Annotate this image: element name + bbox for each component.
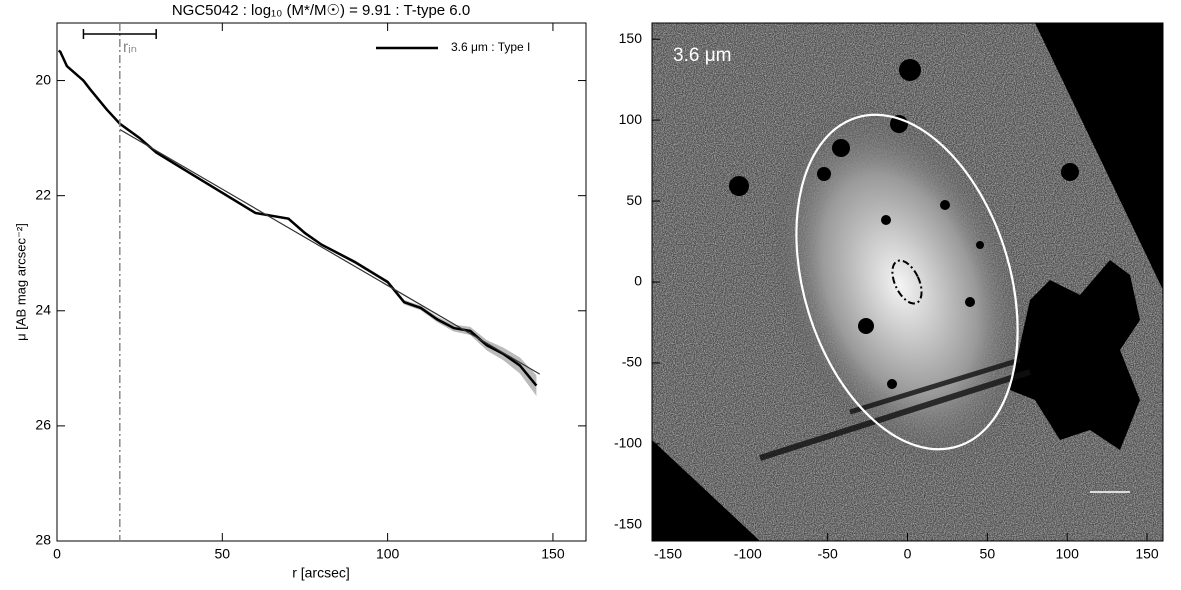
x-tick-label: -150 bbox=[654, 546, 682, 562]
x-tick-label: -100 bbox=[734, 546, 762, 562]
r-in-label: rᵢₙ bbox=[123, 39, 137, 56]
fit-line bbox=[119, 128, 541, 375]
legend-label: 3.6 μm : Type I bbox=[451, 40, 530, 54]
x-tick-label: 0 bbox=[904, 546, 912, 562]
image-label: 3.6 μm bbox=[673, 45, 731, 66]
x-tick-label: -50 bbox=[818, 546, 838, 562]
y-tick-label: 150 bbox=[619, 30, 643, 46]
x-tick-label: 150 bbox=[541, 546, 565, 562]
y-tick-label: 50 bbox=[626, 192, 642, 208]
x-tick-label: 100 bbox=[376, 546, 400, 562]
chart-title: NGC5042 : log₁₀ (M*/M☉) = 9.91 : T-type … bbox=[172, 2, 470, 19]
y-tick-label: 28 bbox=[35, 532, 51, 548]
x-tick-label: 150 bbox=[1135, 546, 1159, 562]
x-tick-label: 50 bbox=[980, 546, 996, 562]
y-tick-label: 20 bbox=[35, 71, 51, 87]
x-tick-label: 50 bbox=[215, 546, 231, 562]
y-tick-label: 100 bbox=[619, 111, 643, 127]
x-tick-label: 100 bbox=[1056, 546, 1080, 562]
y-axis-label: μ [AB mag arcsec⁻²] bbox=[13, 223, 28, 341]
y-tick-label: -50 bbox=[622, 354, 642, 370]
profile-line bbox=[57, 49, 538, 387]
plot-frame bbox=[56, 22, 587, 542]
y-tick-label: 22 bbox=[35, 186, 51, 202]
y-tick-label: 26 bbox=[35, 417, 51, 433]
y-tick-label: 0 bbox=[634, 273, 642, 289]
x-axis-label: r [arcsec] bbox=[292, 565, 350, 581]
error-band bbox=[58, 50, 537, 396]
y-tick-label: -100 bbox=[614, 435, 642, 451]
x-tick-label: 0 bbox=[53, 546, 61, 562]
y-tick-label: -150 bbox=[614, 516, 642, 532]
y-tick-label: 24 bbox=[35, 301, 51, 317]
galaxy-image bbox=[652, 23, 1163, 541]
